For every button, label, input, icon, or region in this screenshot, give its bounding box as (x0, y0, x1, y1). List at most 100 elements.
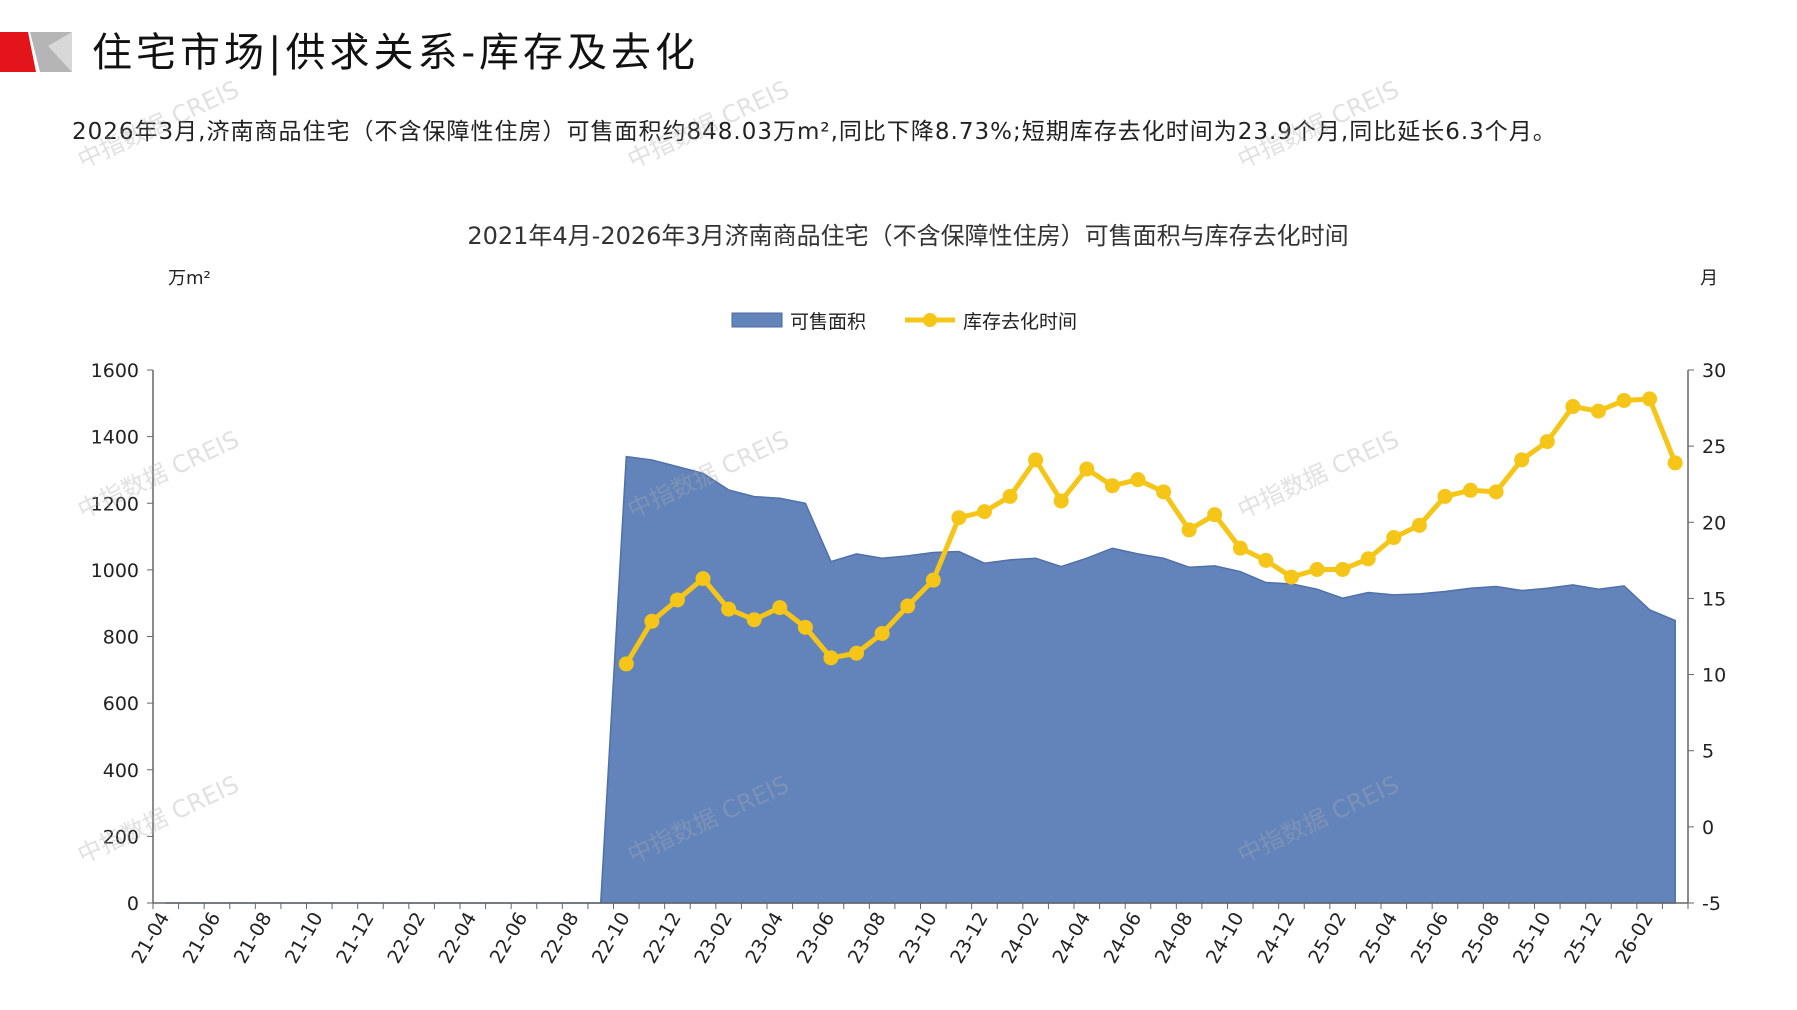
series-line-point (823, 650, 839, 666)
x-tick-label: 23-02 (690, 909, 737, 968)
x-tick-label: 21-06 (179, 909, 226, 968)
series-line-point (1488, 484, 1504, 500)
x-tick-label: 22-02 (383, 909, 430, 968)
logo-gray-light-shape (48, 32, 72, 72)
series-area-saleable (165, 455, 1676, 904)
y-right-tick-label: -5 (1702, 893, 1721, 915)
x-tick-label: 21-12 (332, 909, 379, 968)
x-tick-label: 23-06 (793, 909, 840, 968)
series-line-point (1386, 530, 1402, 546)
y-left-tick-label: 200 (103, 826, 139, 848)
series-line-point (1207, 507, 1223, 523)
series-line-point (797, 619, 813, 635)
y-left-tick-label: 1400 (91, 427, 139, 449)
y-left-tick-label: 0 (127, 893, 139, 915)
series-line-point (849, 645, 865, 661)
series-line-point (900, 598, 916, 614)
y-left-tick-label: 1000 (91, 560, 139, 582)
x-tick-label: 25-12 (1560, 909, 1607, 968)
chart-title: 2021年4月-2026年3月济南商品住宅（不含保障性住房）可售面积与库存去化时… (467, 222, 1348, 250)
y-right-tick-label: 0 (1702, 817, 1714, 839)
y-left-tick-label: 800 (103, 627, 139, 649)
y-right-tick-label: 20 (1702, 512, 1726, 534)
series-line-point (1283, 569, 1299, 585)
y-right-tick-label: 25 (1702, 436, 1726, 458)
x-tick-label: 24-06 (1100, 909, 1147, 968)
series-line-point (772, 600, 788, 616)
x-tick-label: 24-08 (1151, 909, 1198, 968)
summary-text: 2026年3月,济南商品住宅（不含保障性住房）可售面积约848.03万m²,同比… (72, 119, 1557, 145)
series-line-point (1053, 493, 1069, 509)
series-line-point (1028, 452, 1044, 468)
series-line-point (1514, 452, 1530, 468)
y-left-tick-label: 600 (103, 693, 139, 715)
series-line-point (1156, 484, 1172, 500)
series-line-point (1411, 517, 1427, 533)
series-line-point (1335, 561, 1351, 577)
y-right-tick-label: 15 (1702, 588, 1726, 610)
x-tick-label: 22-04 (434, 909, 481, 968)
series-line-point (644, 613, 660, 629)
legend: 可售面积 库存去化时间 (731, 311, 1077, 333)
series-line-point (1642, 391, 1658, 407)
x-tick-label: 21-10 (281, 909, 328, 968)
series-line-point (1539, 434, 1555, 450)
series-line-point (1590, 403, 1606, 419)
series-line-point (951, 510, 967, 526)
x-tick-label: 25-04 (1355, 909, 1402, 968)
x-tick-label: 25-10 (1509, 909, 1556, 968)
series-line-point (1258, 552, 1274, 568)
y-left-tick-label: 1200 (91, 493, 139, 515)
y-left-tick-label: 1600 (91, 360, 139, 382)
x-tick-label: 23-08 (844, 909, 891, 968)
y-right-tick-label: 10 (1702, 665, 1726, 687)
legend-label-area: 可售面积 (790, 311, 866, 333)
series-line-point (1104, 478, 1120, 494)
series-line-point (1181, 522, 1197, 538)
x-tick-label: 21-04 (127, 909, 174, 968)
x-tick-label: 21-08 (230, 909, 277, 968)
series-line-point (1616, 392, 1632, 408)
series-line-point (874, 625, 890, 641)
x-tick-label: 23-04 (741, 909, 788, 968)
y-right-unit: 月 (1700, 268, 1718, 289)
x-tick-label: 24-12 (1253, 909, 1300, 968)
x-tick-label: 22-08 (537, 909, 584, 968)
page-title: 住宅市场|供求关系-库存及去化 (92, 30, 699, 76)
series-line-point (976, 504, 992, 520)
series-line-point (1463, 482, 1479, 498)
x-tick-label: 26-02 (1611, 909, 1658, 968)
series-line-point (1437, 488, 1453, 504)
x-tick-label: 22-12 (639, 909, 686, 968)
x-tick-label: 22-06 (486, 909, 533, 968)
y-right-tick-label: 30 (1702, 360, 1726, 382)
y-left-tick-label: 400 (103, 760, 139, 782)
x-tick-label: 24-04 (1048, 909, 1095, 968)
x-tick-label: 25-06 (1407, 909, 1454, 968)
x-tick-label: 24-10 (1202, 909, 1249, 968)
plot-area: 0 200 400 600 800 1000 1200 1400 1600 -5 0 5 10 15 20 2… (91, 360, 1727, 967)
logo-red-shape (0, 32, 36, 72)
legend-swatch-area (731, 312, 783, 328)
x-tick-label: 25-02 (1304, 909, 1351, 968)
x-tick-label: 25-08 (1458, 909, 1505, 968)
series-line-point (1309, 561, 1325, 577)
series-line-point (669, 592, 685, 608)
legend-swatch-marker (923, 313, 937, 327)
series-line-point (1130, 472, 1146, 488)
brand-logo (0, 32, 72, 72)
series-line-point (925, 572, 941, 588)
series-line-point (721, 601, 737, 617)
y-left-unit: 万m² (168, 268, 211, 289)
series-line-point (695, 571, 711, 587)
x-tick-label: 22-10 (588, 909, 635, 968)
series-line-point (1002, 488, 1018, 504)
series-line-point (618, 656, 634, 672)
x-tick-label: 24-02 (997, 909, 1044, 968)
series-line-point (1079, 461, 1095, 477)
x-tick-label: 23-12 (946, 908, 993, 967)
series-line-point (1565, 399, 1581, 415)
series-line-point (746, 612, 762, 628)
y-right-tick-label: 5 (1702, 741, 1714, 763)
